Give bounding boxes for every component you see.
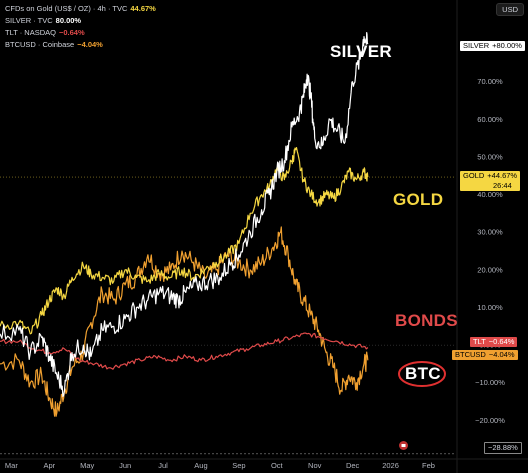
y-tick-label: 10.00%	[477, 303, 503, 312]
price-tag-tlt: TLT −0.64%	[470, 337, 518, 347]
legend-value-gold: 44.67%	[130, 4, 156, 13]
x-tick-label: Jun	[119, 461, 131, 470]
x-tick-label: Feb	[422, 461, 435, 470]
price-tag-gold-symbol: GOLD	[463, 171, 485, 180]
price-tag-btc: BTCUSD −4.04%	[452, 350, 518, 360]
legend-row-btc[interactable]: BTCUSD · Coinbase −4.04%	[5, 39, 156, 51]
annotation-btc-circle	[398, 361, 446, 387]
currency-button[interactable]: USD	[496, 3, 524, 16]
legend-label-silver: SILVER · TVC	[5, 16, 53, 25]
legend-value-btc: −4.04%	[77, 40, 103, 49]
price-tag-tlt-symbol: TLT	[473, 337, 486, 346]
x-tick-label: Jul	[158, 461, 168, 470]
price-tag-gold-countdown: 26:44	[493, 181, 512, 190]
legend-label-btc: BTCUSD · Coinbase	[5, 40, 75, 49]
x-tick-label: Mar	[5, 461, 18, 470]
price-tag-gold: GOLD +44.67% 26:44	[460, 171, 521, 191]
y-tick-label: −10.00%	[475, 378, 505, 387]
series-line-gold[interactable]	[0, 147, 369, 335]
y-tick-label: 70.00%	[477, 77, 503, 86]
x-tick-label: 2026	[382, 461, 399, 470]
price-tag-low: −28.88%	[484, 442, 522, 454]
legend-value-silver: 80.00%	[55, 16, 82, 25]
price-tag-btc-value: −4.04%	[488, 350, 515, 359]
x-tick-label: Oct	[271, 461, 284, 470]
price-tag-gold-value: +44.67%	[487, 171, 518, 180]
x-tick-label: Apr	[43, 461, 55, 470]
legend-label-gold: CFDs on Gold (US$ / OZ) · 4h · TVC	[5, 4, 128, 13]
price-tag-silver-value: +80.00%	[492, 41, 522, 50]
annotation-btc: BTC	[405, 364, 441, 383]
legend: CFDs on Gold (US$ / OZ) · 4h · TVC 44.67%…	[5, 3, 156, 51]
x-tick-label: Nov	[308, 461, 322, 470]
y-tick-label: 60.00%	[477, 115, 503, 124]
price-tag-btc-symbol: BTCUSD	[455, 350, 486, 359]
price-tag-silver-symbol: SILVER	[463, 41, 490, 50]
x-tick-label: May	[80, 461, 94, 470]
series-line-tlt[interactable]	[0, 332, 369, 370]
legend-row-silver[interactable]: SILVER · TVC 80.00%	[5, 15, 156, 27]
annotation-silver: SILVER	[330, 42, 392, 61]
series-line-btcusd[interactable]	[0, 226, 369, 417]
annotation-gold: GOLD	[393, 190, 444, 209]
x-tick-label: Sep	[232, 461, 245, 470]
price-tag-silver: SILVER +80.00%	[460, 41, 525, 51]
legend-row-tlt[interactable]: TLT · NASDAQ −0.64%	[5, 27, 156, 39]
legend-value-tlt: −0.64%	[58, 28, 85, 37]
x-tick-label: Aug	[194, 461, 207, 470]
x-tick-label: Dec	[346, 461, 360, 470]
y-tick-label: 30.00%	[477, 228, 503, 237]
annotation-bonds: BONDS	[395, 311, 458, 330]
series-line-silver[interactable]	[0, 32, 369, 398]
legend-label-tlt: TLT · NASDAQ	[5, 28, 56, 37]
event-marker-glyph	[401, 444, 406, 447]
y-tick-label: 40.00%	[477, 190, 503, 199]
legend-row-gold[interactable]: CFDs on Gold (US$ / OZ) · 4h · TVC 44.67%	[5, 3, 156, 15]
y-tick-label: 20.00%	[477, 265, 503, 274]
y-tick-label: 50.00%	[477, 152, 503, 161]
price-tag-low-value: −28.88%	[488, 443, 518, 452]
y-tick-label: −20.00%	[475, 416, 505, 425]
price-tag-tlt-value: −0.64%	[488, 337, 515, 346]
